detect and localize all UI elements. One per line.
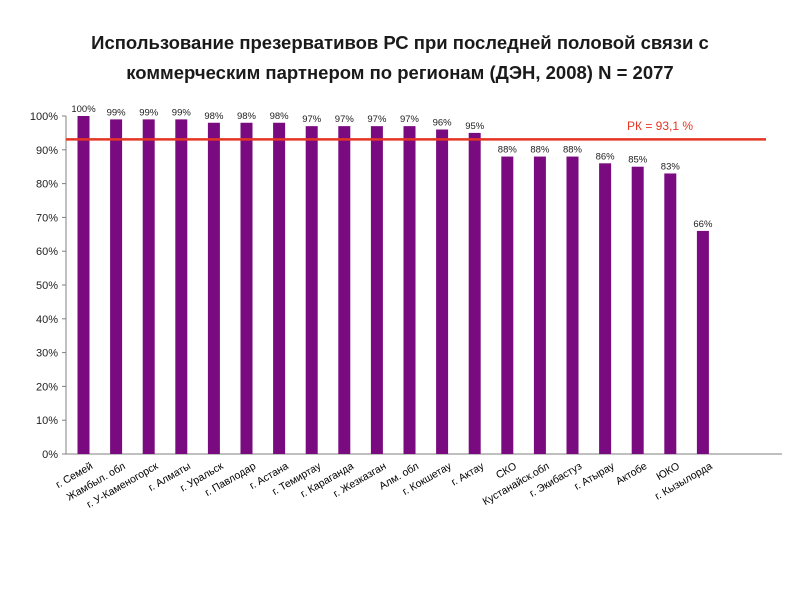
chart-title-line-1: Использование презервативов РС при после… xyxy=(91,32,709,53)
data-label: 98% xyxy=(204,111,224,122)
data-label: 97% xyxy=(302,114,322,125)
y-tick-label: 40% xyxy=(36,314,58,326)
y-tick-label: 100% xyxy=(30,111,58,123)
y-tick-label: 0% xyxy=(42,449,58,461)
category-label: г. Актау xyxy=(449,460,487,489)
data-label: 95% xyxy=(465,121,485,132)
y-tick-label: 20% xyxy=(36,381,58,393)
bar xyxy=(240,122,253,454)
bar xyxy=(468,132,481,454)
data-label: 97% xyxy=(367,114,387,125)
bar xyxy=(533,156,546,454)
data-label: 83% xyxy=(661,161,681,172)
bars xyxy=(77,116,709,454)
chart-title: Использование презервативов РС при после… xyxy=(0,28,800,88)
bar xyxy=(110,119,123,454)
bar xyxy=(599,163,612,454)
y-tick-label: 70% xyxy=(36,212,58,224)
bar xyxy=(501,156,514,454)
data-label: 86% xyxy=(596,151,616,162)
bar xyxy=(273,122,286,454)
data-label: 85% xyxy=(628,155,648,166)
bar xyxy=(370,126,383,454)
data-label: 98% xyxy=(270,111,290,122)
chart-title-line-2: коммерческим партнером по регионам (ДЭН,… xyxy=(126,62,674,83)
data-label: 88% xyxy=(498,145,518,156)
data-label: 97% xyxy=(335,114,355,125)
y-tick-label: 50% xyxy=(36,280,58,292)
data-label: 66% xyxy=(693,219,713,230)
data-label: 88% xyxy=(563,145,583,156)
bar xyxy=(142,119,155,454)
data-label: 98% xyxy=(237,111,257,122)
bar xyxy=(566,156,579,454)
data-label: 99% xyxy=(139,107,159,118)
bar xyxy=(207,122,220,454)
y-tick-label: 80% xyxy=(36,179,58,191)
data-labels: 100% 99% 99% 99% 98% 98% 98% 97% 97% 97% 97% 96% 95%… xyxy=(71,104,713,230)
bar xyxy=(631,166,644,454)
data-label: 99% xyxy=(172,107,192,118)
data-label: 100% xyxy=(71,104,96,115)
y-tick-label: 60% xyxy=(36,246,58,258)
reference-line-label: РК = 93,1 % xyxy=(627,119,693,133)
bar xyxy=(305,126,318,454)
bar xyxy=(175,119,188,454)
y-tick-label: 10% xyxy=(36,415,58,427)
data-label: 97% xyxy=(400,114,420,125)
y-tick-label: 90% xyxy=(36,145,58,157)
y-tick-label: 30% xyxy=(36,348,58,360)
reference-line-group: РК = 93,1 % xyxy=(66,119,766,141)
bar xyxy=(436,129,449,454)
data-label: 96% xyxy=(433,118,453,129)
bar xyxy=(696,230,709,454)
bar xyxy=(403,126,416,454)
data-label: 99% xyxy=(107,107,127,118)
bar xyxy=(338,126,351,454)
category-label: Актобе xyxy=(614,460,650,487)
bar xyxy=(664,173,677,454)
data-label: 88% xyxy=(530,145,550,156)
bar xyxy=(77,116,90,454)
